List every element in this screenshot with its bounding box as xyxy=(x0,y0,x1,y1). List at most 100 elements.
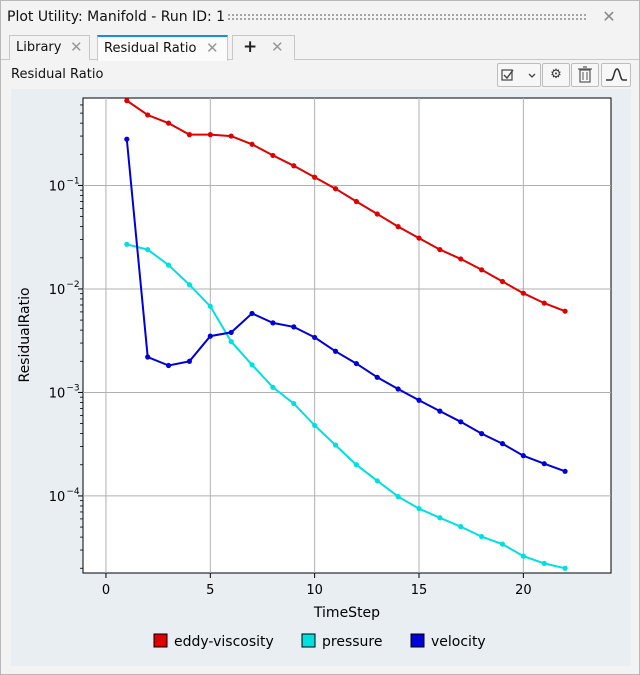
close-icon[interactable]: ✕ xyxy=(602,7,616,26)
data-point-velocity xyxy=(291,324,297,330)
data-point-velocity xyxy=(499,441,506,447)
y-tick-exponent: −1 xyxy=(66,176,79,186)
series-line-velocity xyxy=(125,139,566,473)
close-icon[interactable]: ✕ xyxy=(206,39,219,57)
data-point-eddy-viscosity xyxy=(479,267,485,273)
data-point-pressure xyxy=(270,384,276,390)
data-point-pressure xyxy=(291,401,297,407)
plus-icon: + xyxy=(243,37,258,57)
tab-residual-ratio[interactable]: Residual Ratio ✕ xyxy=(97,35,228,61)
data-point-velocity xyxy=(186,358,193,364)
data-point-velocity xyxy=(124,136,130,142)
data-point-eddy-viscosity xyxy=(562,308,568,314)
x-tick-label: 10 xyxy=(306,583,323,598)
series-group xyxy=(124,98,568,571)
data-point-velocity xyxy=(207,333,213,339)
tab-label: Residual Ratio xyxy=(104,41,197,56)
series-line-eddy-viscosity xyxy=(126,99,566,313)
close-icon[interactable]: ✕ xyxy=(271,38,284,56)
trash-icon xyxy=(578,66,592,83)
data-point-pressure xyxy=(395,494,401,500)
data-point-eddy-viscosity xyxy=(520,290,526,296)
data-point-pressure xyxy=(479,533,485,540)
data-point-eddy-viscosity xyxy=(145,112,151,118)
curve-button[interactable] xyxy=(601,63,631,87)
x-axis-label: TimeStep xyxy=(313,605,380,621)
data-point-eddy-viscosity xyxy=(228,133,234,139)
settings-button[interactable]: ⚙ xyxy=(542,63,570,87)
y-tick-label: 10 xyxy=(49,179,66,194)
data-point-pressure xyxy=(353,462,359,468)
data-point-pressure xyxy=(374,478,380,484)
data-point-velocity xyxy=(479,431,485,437)
data-point-eddy-viscosity xyxy=(270,152,276,159)
data-point-pressure xyxy=(332,442,339,448)
y-tick-label: 10 xyxy=(49,490,66,505)
y-tick-exponent: −3 xyxy=(66,383,79,393)
title-bar[interactable]: Plot Utility: Manifold - Run ID: 1 ✕ xyxy=(1,1,639,33)
y-tick-exponent: −4 xyxy=(66,487,80,497)
data-point-eddy-viscosity xyxy=(186,132,193,138)
data-point-velocity xyxy=(541,461,547,467)
data-point-velocity xyxy=(374,374,380,380)
data-point-velocity xyxy=(520,453,526,459)
data-point-pressure xyxy=(165,262,172,268)
checkbox-dropdown-icon xyxy=(501,69,536,81)
window-title: Plot Utility: Manifold - Run ID: 1 xyxy=(7,9,226,25)
axes-background xyxy=(82,97,612,574)
delete-button[interactable] xyxy=(571,63,599,87)
x-tick-label: 20 xyxy=(515,583,532,598)
data-point-velocity xyxy=(165,362,172,369)
new-tab-button[interactable]: + ✕ xyxy=(232,35,295,60)
gear-icon: ⚙ xyxy=(550,67,562,82)
data-point-pressure xyxy=(186,282,193,288)
y-axis-label: ResidualRatio xyxy=(17,287,33,382)
x-tick-label: 15 xyxy=(411,583,428,598)
panel-title: Residual Ratio xyxy=(11,67,104,82)
close-icon[interactable]: ✕ xyxy=(70,38,83,56)
data-point-velocity xyxy=(145,354,151,360)
curve-icon xyxy=(606,68,627,81)
data-point-pressure xyxy=(458,524,464,530)
tab-label: Library xyxy=(16,40,62,55)
data-point-velocity xyxy=(312,334,318,341)
legend-label: pressure xyxy=(322,634,382,650)
data-point-eddy-viscosity xyxy=(541,300,547,306)
data-point-eddy-viscosity xyxy=(124,98,130,104)
data-point-velocity xyxy=(228,329,234,336)
data-point-velocity xyxy=(458,419,464,425)
drag-grip[interactable] xyxy=(227,13,587,21)
data-point-velocity xyxy=(416,397,422,403)
data-point-pressure xyxy=(499,541,506,547)
tab-library[interactable]: Library ✕ xyxy=(9,35,90,60)
data-point-eddy-viscosity xyxy=(416,235,422,241)
y-tick-exponent: −2 xyxy=(66,280,79,290)
legend: eddy-viscosity pressure velocity xyxy=(153,633,486,650)
data-point-velocity xyxy=(249,310,255,317)
select-dropdown-button[interactable] xyxy=(497,63,541,87)
plot-area: 0 5 10 15 20 10 −1 10 −2 10 −3 10 −4 TimeStep Residu… xyxy=(11,89,631,666)
grid-lines xyxy=(83,98,611,573)
data-point-pressure xyxy=(541,560,547,566)
data-point-pressure xyxy=(249,362,255,368)
data-point-eddy-viscosity xyxy=(207,132,213,138)
data-point-pressure xyxy=(124,241,130,247)
data-point-eddy-viscosity xyxy=(249,141,255,147)
data-point-pressure xyxy=(520,553,526,559)
data-point-eddy-viscosity xyxy=(312,174,318,180)
data-point-eddy-viscosity xyxy=(332,186,339,192)
data-point-pressure xyxy=(437,515,443,521)
data-point-pressure xyxy=(145,247,151,253)
data-point-eddy-viscosity xyxy=(374,211,380,217)
data-point-velocity xyxy=(270,320,276,326)
data-point-velocity xyxy=(562,468,568,474)
y-tick-label: 10 xyxy=(49,386,66,401)
data-point-eddy-viscosity xyxy=(437,247,443,253)
data-point-velocity xyxy=(395,386,401,392)
data-point-velocity xyxy=(353,360,359,367)
data-point-eddy-viscosity xyxy=(291,163,297,169)
data-point-pressure xyxy=(228,338,234,345)
